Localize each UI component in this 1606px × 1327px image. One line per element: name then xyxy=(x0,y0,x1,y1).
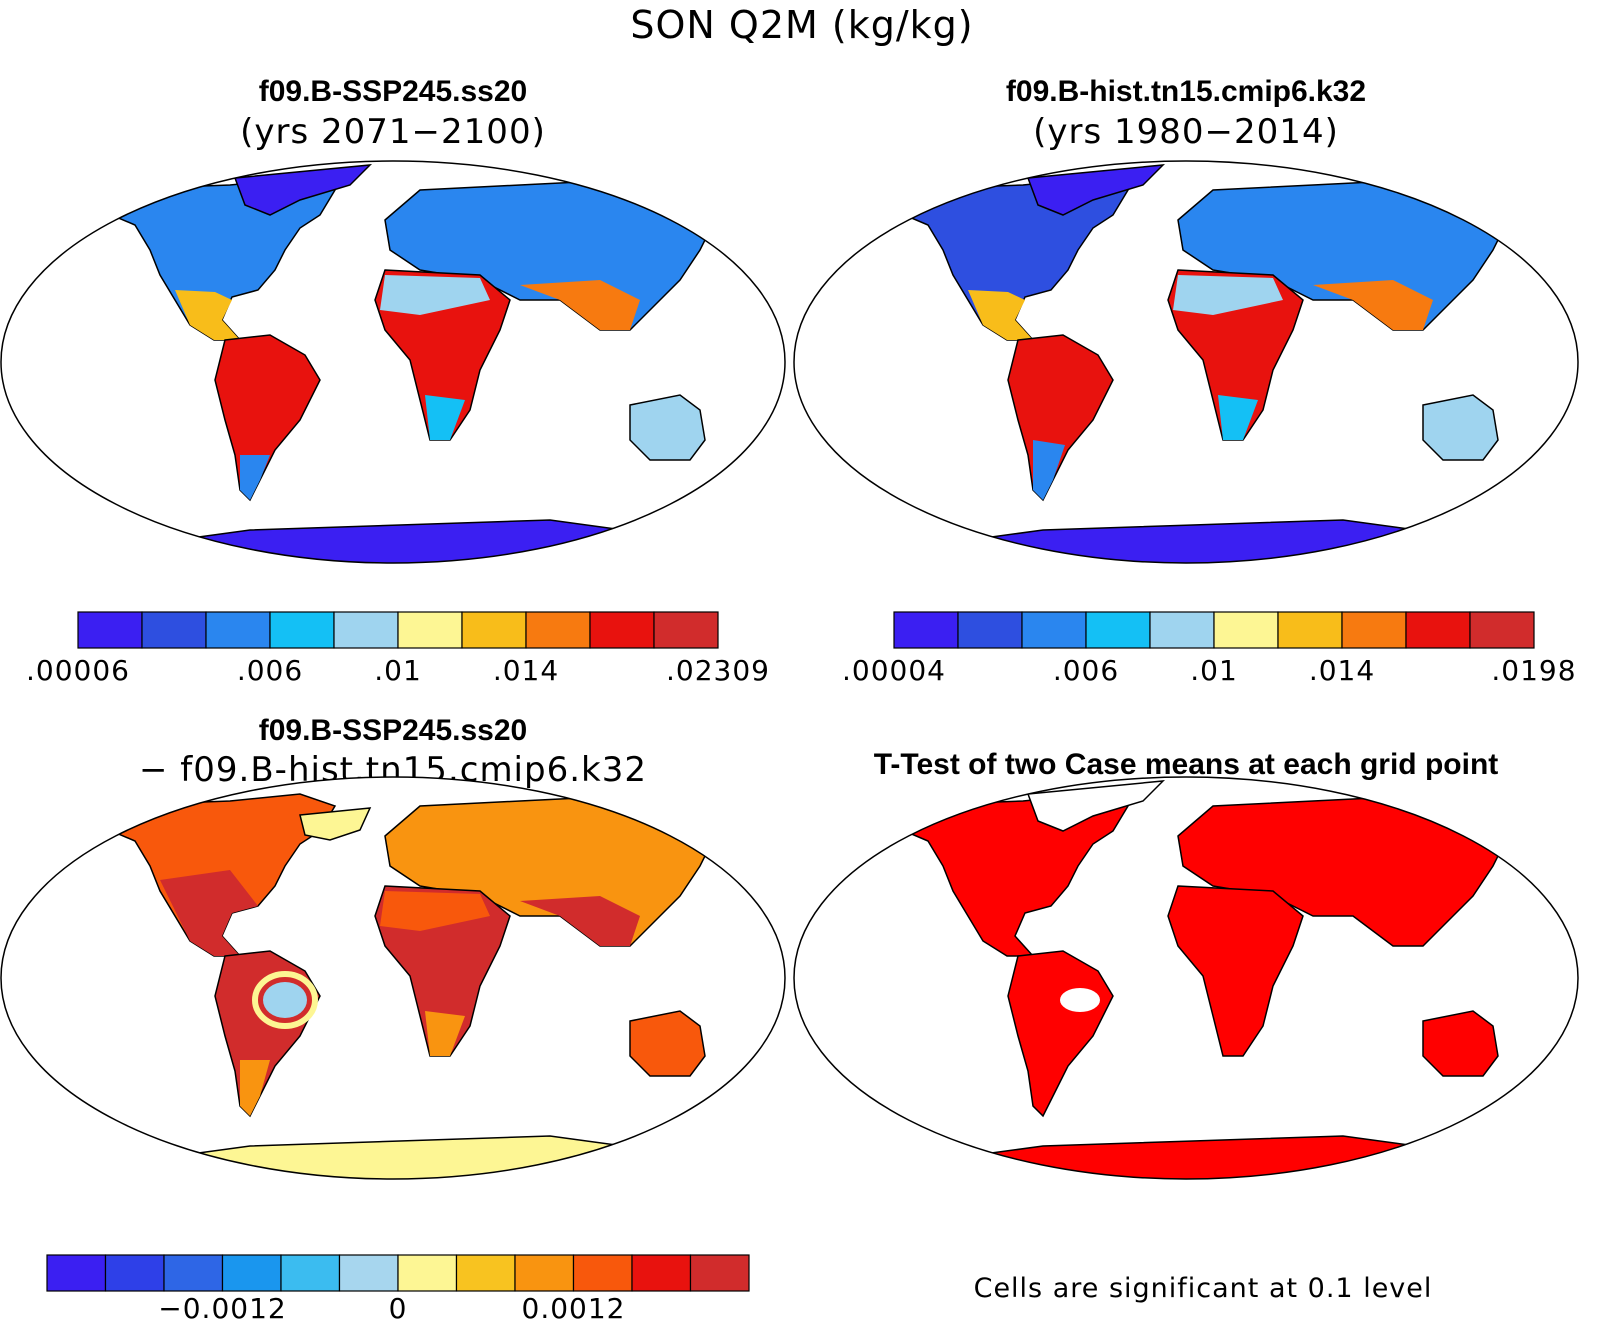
land-africa-south xyxy=(1218,395,1258,440)
colorbar-swatch xyxy=(1021,611,1087,649)
panel-ttest-border xyxy=(793,776,1579,1180)
land-australia xyxy=(629,1010,706,1077)
colorbar-swatch xyxy=(338,1254,399,1292)
colorbar-swatch xyxy=(957,611,1023,649)
colorbar-swatch xyxy=(77,611,143,649)
land-australia xyxy=(629,394,706,461)
panel-historical-border xyxy=(793,160,1579,564)
land-north-america-warm xyxy=(175,290,240,340)
colorbar-tick-label: 0.0012 xyxy=(522,1292,626,1323)
colorbar-tick-label: .0198 xyxy=(1491,654,1576,687)
colorbar-swatch xyxy=(46,1254,107,1292)
colorbar-tick-label: 0 xyxy=(389,1292,408,1323)
panel-difference-border xyxy=(0,776,786,1180)
colorbar-swatch xyxy=(525,611,591,649)
land-africa-sahara xyxy=(380,891,490,931)
panel-difference-title: f09.B-SSP245.ss20 xyxy=(259,714,528,747)
main-title: SON Q2M (kg/kg) xyxy=(630,3,973,47)
colorbar-swatch xyxy=(893,611,959,649)
significance-note: Cells are significant at 0.1 level xyxy=(974,1273,1433,1304)
panel-historical-title: f09.B-hist.tn15.cmip6.k32 xyxy=(1006,75,1366,108)
colorbar-swatch xyxy=(589,611,655,649)
colorbar-tick-label: .01 xyxy=(374,654,422,687)
land-north-america-warm xyxy=(968,290,1033,340)
colorbar-swatch xyxy=(397,611,463,649)
colorbar-tick-label: .006 xyxy=(237,654,303,687)
colorbar-tick-label: .02309 xyxy=(666,654,770,687)
colorbar-swatch xyxy=(1405,611,1471,649)
colorbar-swatch xyxy=(514,1254,575,1292)
colorbar-swatch xyxy=(163,1254,224,1292)
land-africa xyxy=(1167,885,1304,1057)
land-africa-sahara xyxy=(1173,275,1283,315)
colorbar-tick-label: .014 xyxy=(1309,654,1375,687)
colorbar-swatch xyxy=(1213,611,1279,649)
colorbar-swatch xyxy=(141,611,207,649)
panel-future-title: f09.B-SSP245.ss20 xyxy=(259,75,528,108)
land-greenland xyxy=(1026,164,1166,216)
land-greenland xyxy=(233,164,373,216)
panel-ttest-title: T-Test of two Case means at each grid po… xyxy=(874,748,1499,781)
amazon-not-significant xyxy=(1060,988,1100,1012)
colorbar-swatch xyxy=(397,1254,458,1292)
land-south-america-south xyxy=(1033,440,1065,500)
colorbar-tick-label: .01 xyxy=(1190,654,1238,687)
land-north-america-east xyxy=(160,870,258,956)
land-africa-south xyxy=(425,395,465,440)
colorbar-swatch xyxy=(221,1254,282,1292)
panel-historical-subtitle: (yrs 1980−2014) xyxy=(1033,112,1339,152)
panel-historical-map xyxy=(794,161,1578,563)
colorbar-swatch xyxy=(1469,611,1535,649)
panel-difference-colorbar: −0.0012 0 0.0012 xyxy=(46,1254,750,1325)
land-asia-south xyxy=(520,280,640,330)
colorbar-swatch xyxy=(455,1254,516,1292)
land-south-america-south xyxy=(240,455,270,500)
colorbar-swatch xyxy=(1085,611,1151,649)
panel-future-border xyxy=(0,160,786,564)
colorbar-tick-label: .006 xyxy=(1053,654,1119,687)
land-australia xyxy=(1422,394,1499,461)
panel-ttest: T-Test of two Case means at each grid po… xyxy=(793,748,1579,1304)
colorbar-swatch xyxy=(461,611,527,649)
land-greenland xyxy=(299,807,372,841)
greenland-not-significant xyxy=(1026,780,1166,832)
colorbar-swatch xyxy=(631,1254,692,1292)
panel-historical-colorbar: .00004 .006 .01 .014 .0198 xyxy=(842,611,1576,687)
colorbar-swatch xyxy=(689,1254,750,1292)
panel-historical: f09.B-hist.tn15.cmip6.k32 (yrs 1980−2014… xyxy=(793,75,1579,687)
land-asia-south xyxy=(1313,280,1433,330)
panel-future: f09.B-SSP245.ss20 (yrs 2071−2100) .0 xyxy=(0,75,786,687)
colorbar-tick-label: .00006 xyxy=(26,654,130,687)
amazon-negative-anomaly xyxy=(263,982,307,1018)
panel-ttest-map xyxy=(794,777,1578,1179)
panel-future-subtitle: (yrs 2071−2100) xyxy=(240,112,546,152)
colorbar-swatch xyxy=(104,1254,165,1292)
panel-future-map xyxy=(1,161,785,563)
amazon-neutral-ring xyxy=(252,971,318,1029)
colorbar-swatch xyxy=(1149,611,1215,649)
colorbar-swatch xyxy=(1341,611,1407,649)
panel-difference-map xyxy=(1,777,785,1179)
land-asia-south xyxy=(520,896,640,946)
colorbar-swatch xyxy=(280,1254,341,1292)
colorbar-swatch xyxy=(269,611,335,649)
colorbar-swatch xyxy=(333,611,399,649)
colorbar-tick-label: .00004 xyxy=(842,654,946,687)
panel-future-colorbar: .00006 .006 .01 .014 .02309 xyxy=(26,611,770,687)
colorbar-swatch xyxy=(1277,611,1343,649)
colorbar-swatch xyxy=(205,611,271,649)
land-south-america-south xyxy=(240,1060,270,1116)
land-africa-south xyxy=(425,1011,465,1056)
colorbar-tick-label: −0.0012 xyxy=(158,1292,286,1323)
land-africa-sahara xyxy=(380,275,490,315)
colorbar-swatch xyxy=(572,1254,633,1292)
land-australia xyxy=(1422,1010,1499,1077)
colorbar-tick-label: .014 xyxy=(493,654,559,687)
panel-difference: f09.B-SSP245.ss20 − f09.B-hist.tn15.cmip… xyxy=(0,714,786,1325)
colorbar-swatch xyxy=(653,611,719,649)
